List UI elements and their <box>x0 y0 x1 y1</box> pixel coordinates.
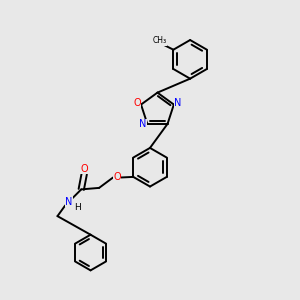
Text: N: N <box>65 197 73 207</box>
Text: CH₃: CH₃ <box>152 36 167 45</box>
Text: N: N <box>140 119 147 129</box>
Text: H: H <box>74 203 81 212</box>
Text: O: O <box>80 164 88 174</box>
Text: O: O <box>113 172 121 182</box>
Text: O: O <box>133 98 141 108</box>
Text: N: N <box>174 98 182 108</box>
